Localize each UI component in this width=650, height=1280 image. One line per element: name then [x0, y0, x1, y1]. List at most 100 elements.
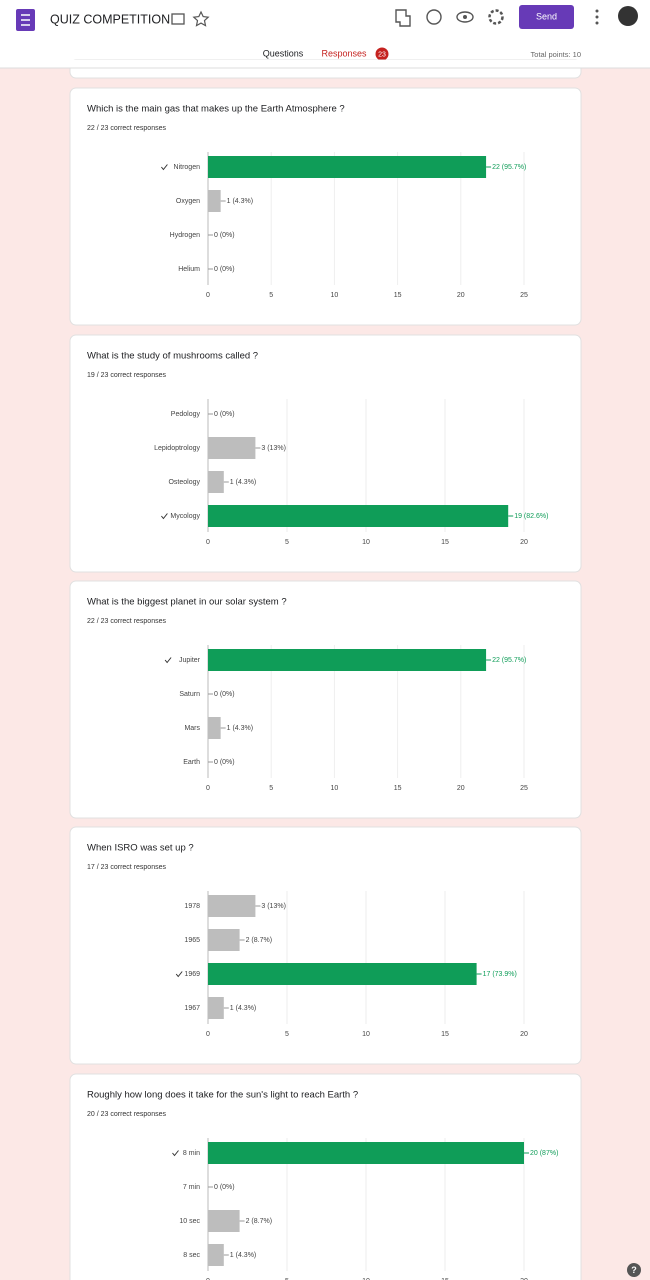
bar [208, 649, 487, 671]
correct-check [161, 164, 168, 171]
value-label: 0 (0%) [214, 691, 235, 698]
bar [208, 156, 487, 178]
x-tick-label: 0 [206, 1278, 210, 1280]
category-label: 1978 [184, 903, 200, 910]
question-title: What is the study of mushrooms called ? [87, 351, 258, 362]
category-label: 8 min [183, 1150, 200, 1157]
value-label: 2 (8.7%) [246, 937, 272, 944]
x-tick-label: 10 [362, 1031, 370, 1038]
form-title[interactable]: QUIZ COMPETITION [50, 12, 170, 26]
category-label: 1967 [184, 1005, 200, 1012]
question-score: 22 / 23 correct responses [87, 125, 166, 132]
value-label: 1 (4.3%) [227, 198, 253, 205]
correct-check [161, 513, 168, 520]
category-label: 10 sec [179, 1218, 200, 1225]
bar [208, 471, 224, 493]
question-title: Which is the main gas that makes up the … [87, 104, 345, 115]
x-tick-label: 15 [441, 1031, 449, 1038]
bar [208, 1210, 240, 1232]
value-label: 20 (87%) [530, 1150, 558, 1157]
category-label: Nitrogen [174, 164, 201, 171]
question-score: 19 / 23 correct responses [87, 372, 166, 379]
x-tick-label: 20 [520, 1031, 528, 1038]
star-icon[interactable] [192, 10, 210, 27]
bar [208, 895, 256, 917]
bar [208, 717, 221, 739]
x-tick-label: 20 [520, 539, 528, 546]
question-card [69, 826, 582, 1065]
category-label: Hydrogen [170, 232, 200, 239]
x-tick-label: 10 [362, 1278, 370, 1280]
value-label: 0 (0%) [214, 411, 235, 418]
correct-check [172, 1150, 179, 1157]
category-label: Lepidoptrology [154, 445, 200, 452]
x-tick-label: 0 [206, 1031, 210, 1038]
questions-tab[interactable]: Questions [263, 48, 304, 58]
value-label: 17 (73.9%) [483, 971, 517, 978]
x-tick-label: 20 [457, 292, 465, 299]
bar [208, 190, 221, 212]
help-icon: ? [631, 1265, 637, 1275]
settings-icon[interactable] [488, 9, 504, 25]
responses-tab[interactable]: Responses [321, 48, 367, 58]
x-tick-label: 20 [457, 785, 465, 792]
bar [208, 505, 509, 527]
question-card [69, 334, 582, 573]
send-button[interactable] [519, 5, 574, 29]
category-label: Osteology [168, 479, 200, 486]
bar [208, 963, 477, 985]
x-tick-label: 20 [520, 1278, 528, 1280]
x-tick-label: 5 [285, 539, 289, 546]
category-label: Jupiter [179, 657, 201, 664]
x-tick-label: 5 [285, 1031, 289, 1038]
value-label: 2 (8.7%) [246, 1218, 272, 1225]
category-label: Helium [178, 266, 200, 273]
bar [208, 997, 224, 1019]
palette-icon[interactable] [426, 9, 442, 25]
question-title: Roughly how long does it take for the su… [87, 1090, 358, 1101]
bar [208, 437, 256, 459]
value-label: 1 (4.3%) [230, 479, 256, 486]
send-label: Send [536, 11, 557, 21]
question-score: 22 / 23 correct responses [87, 618, 166, 625]
value-label: 0 (0%) [214, 759, 235, 766]
question-title: What is the biggest planet in our solar … [87, 597, 287, 608]
x-tick-label: 0 [206, 539, 210, 546]
correct-check [175, 971, 183, 978]
preview-icon-pupil [463, 15, 467, 19]
category-label: Oxygen [176, 198, 200, 205]
question-score: 20 / 23 correct responses [87, 1111, 166, 1118]
value-label: 0 (0%) [214, 1184, 235, 1191]
value-label: 0 (0%) [214, 266, 235, 273]
value-label: 0 (0%) [214, 232, 235, 239]
folder-icon[interactable] [171, 13, 185, 25]
help-button[interactable] [627, 1263, 641, 1277]
response-count: 23 [378, 51, 386, 58]
question-card [69, 580, 582, 819]
value-label: 1 (4.3%) [227, 725, 253, 732]
header-cover [0, 60, 650, 68]
x-tick-label: 10 [362, 539, 370, 546]
category-label: 1965 [184, 937, 200, 944]
response-badge [375, 47, 389, 61]
value-label: 1 (4.3%) [230, 1252, 256, 1259]
more-icon[interactable] [595, 9, 599, 25]
x-tick-label: 15 [441, 1278, 449, 1280]
addon-icon[interactable] [395, 9, 411, 27]
bar [208, 1142, 524, 1164]
x-tick-label: 10 [331, 785, 339, 792]
preview-icon[interactable] [456, 11, 474, 23]
x-tick-label: 0 [206, 292, 210, 299]
x-tick-label: 0 [206, 785, 210, 792]
question-card [69, 1073, 582, 1280]
category-label: Mars [184, 725, 200, 732]
value-label: 19 (82.6%) [514, 513, 548, 520]
value-label: 3 (13%) [261, 445, 286, 452]
category-label: 7 min [183, 1184, 200, 1191]
category-label: 8 sec [183, 1252, 200, 1259]
avatar[interactable] [618, 6, 638, 26]
question-title: When ISRO was set up ? [87, 843, 194, 854]
x-tick-label: 5 [269, 785, 273, 792]
